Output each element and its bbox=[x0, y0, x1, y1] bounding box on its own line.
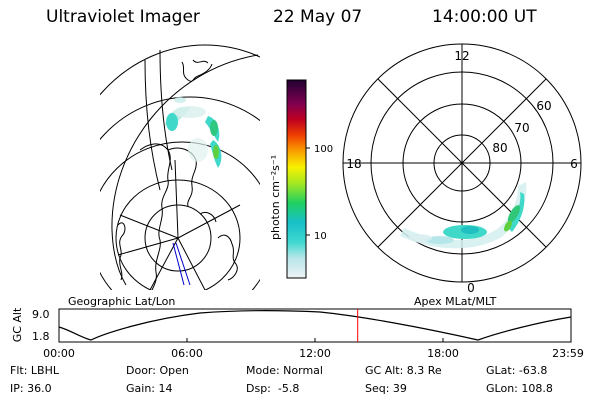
altitude-ytick: 1.8 bbox=[32, 330, 50, 343]
info-mode: Mode: Normal bbox=[246, 364, 323, 377]
footprint-trace bbox=[175, 242, 191, 286]
meridian-line bbox=[159, 49, 173, 171]
polar-latitude-circle bbox=[402, 103, 522, 223]
latitude-circle bbox=[115, 179, 241, 290]
altitude-ytick: 9.0 bbox=[32, 308, 50, 321]
polar-latitude-circle bbox=[433, 134, 491, 192]
altitude-plot-frame bbox=[58, 308, 572, 343]
info-filter: Flt: LBHL bbox=[10, 364, 59, 377]
mlt-label-noon: 12 bbox=[454, 49, 469, 63]
lat-label-60: 60 bbox=[536, 99, 551, 113]
meridian-line bbox=[144, 59, 161, 191]
meridian-line bbox=[119, 214, 179, 239]
polar-meridian bbox=[377, 78, 547, 248]
coastline bbox=[199, 211, 217, 223]
altitude-ylabel: GC Alt bbox=[11, 307, 24, 342]
info-door: Door: Open bbox=[126, 364, 189, 377]
polar-latitude-circle bbox=[370, 71, 554, 255]
altitude-xtick: 06:00 bbox=[171, 347, 203, 360]
mlt-label-dawn: 6 bbox=[570, 157, 578, 171]
latitude-circle bbox=[144, 204, 212, 272]
meridian-line bbox=[177, 204, 241, 239]
colorbar-unit-label: photon cm⁻²s⁻¹ bbox=[269, 155, 282, 240]
aurora-emission-geo bbox=[165, 97, 222, 168]
footprint-trace bbox=[172, 242, 185, 286]
altitude-xtick: 23:59 bbox=[552, 347, 584, 360]
meridian-line bbox=[177, 237, 206, 290]
info-gain: Gain: 14 bbox=[126, 382, 173, 395]
meridian-line bbox=[117, 237, 179, 256]
meridian-line bbox=[149, 237, 179, 290]
coastline bbox=[117, 222, 126, 281]
info-dsp: Dsp: -5.8 bbox=[246, 382, 300, 395]
date-label: 22 May 07 bbox=[273, 7, 363, 27]
info-seq: Seq: 39 bbox=[365, 382, 407, 395]
info-glon: GLon: 108.8 bbox=[486, 382, 553, 395]
coastline bbox=[139, 143, 171, 290]
aurora-emission-polar bbox=[400, 182, 527, 249]
info-ip: IP: 36.0 bbox=[10, 382, 52, 395]
colorbar-tick-label: 100 bbox=[314, 144, 333, 155]
geographic-panel-label: Geographic Lat/Lon bbox=[68, 295, 176, 308]
polar-latitude-circle bbox=[342, 43, 582, 283]
coastline bbox=[167, 147, 197, 207]
mlt-label-midnight: 0 bbox=[467, 281, 475, 295]
apex-panel-label: Apex MLat/MLT bbox=[414, 295, 497, 308]
info-gc-alt: GC Alt: 8.3 Re bbox=[365, 364, 442, 377]
lat-label-70: 70 bbox=[514, 121, 529, 135]
altitude-xtick: 18:00 bbox=[427, 347, 459, 360]
altitude-xtick: 12:00 bbox=[299, 347, 331, 360]
polar-meridian bbox=[377, 78, 547, 248]
coastline bbox=[192, 59, 209, 64]
colorbar-scale bbox=[286, 79, 307, 279]
meridian-line bbox=[174, 159, 179, 239]
instrument-title: Ultraviolet Imager bbox=[46, 7, 200, 27]
latitude-circle bbox=[100, 44, 260, 96]
latitude-circle bbox=[100, 96, 260, 141]
earth-limb bbox=[111, 54, 259, 286]
altitude-curve bbox=[58, 310, 572, 341]
time-label: 14:00:00 UT bbox=[432, 7, 537, 27]
altitude-xtick: 00:00 bbox=[43, 347, 75, 360]
coastline bbox=[181, 61, 213, 82]
coastline bbox=[217, 234, 238, 281]
lat-label-80: 80 bbox=[492, 141, 507, 155]
colorbar-tick-label: 10 bbox=[314, 231, 327, 242]
info-glat: GLat: -63.8 bbox=[486, 364, 548, 377]
mlt-label-dusk: 18 bbox=[346, 157, 361, 171]
